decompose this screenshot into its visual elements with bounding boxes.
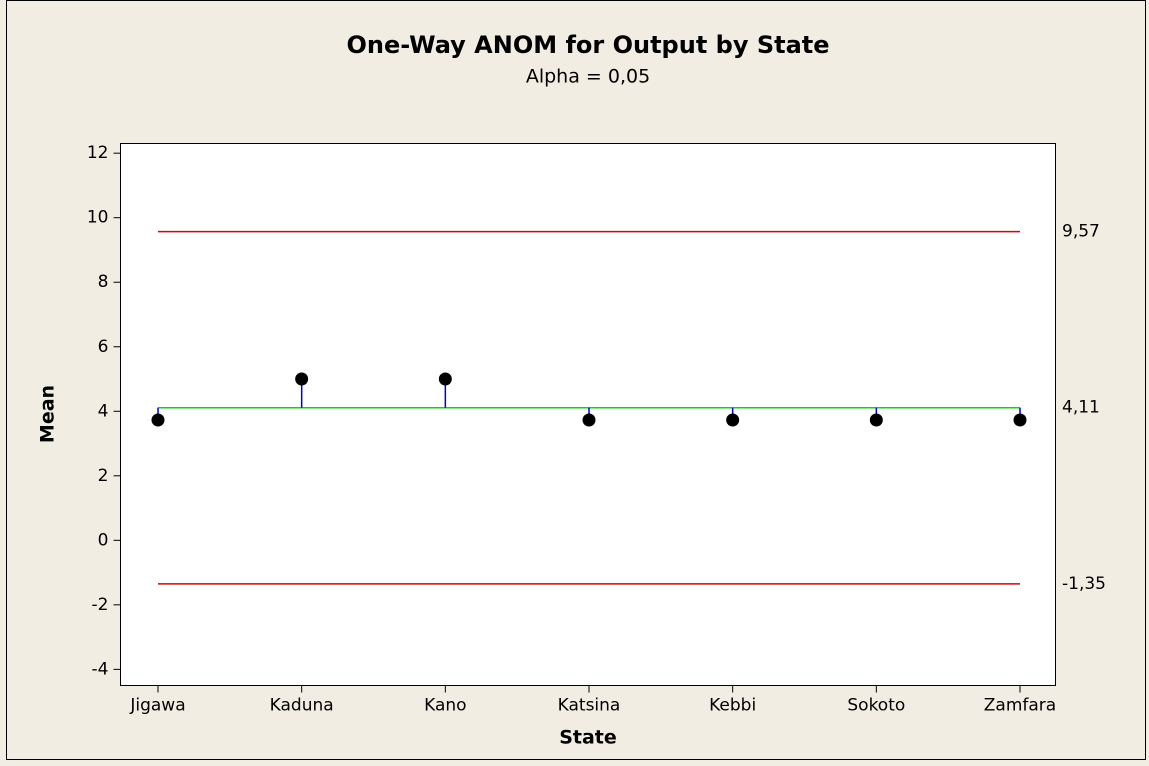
x-tick-label: Kano	[424, 696, 466, 716]
x-tick-label: Sokoto	[847, 696, 905, 716]
point	[151, 413, 165, 427]
x-tick-label: Kaduna	[270, 696, 334, 716]
limit-line-label: -1,35	[1062, 574, 1106, 594]
x-axis-label: State	[559, 727, 617, 749]
x-tick-label: Kebbi	[709, 696, 756, 716]
y-axis-label: Mean	[37, 385, 59, 443]
frame	[6, 0, 1146, 760]
point	[1013, 413, 1027, 427]
y-tick-label: 2	[98, 466, 109, 486]
center-line-label: 4,11	[1062, 398, 1100, 418]
y-tick-label: 4	[98, 401, 109, 421]
y-tick-label: -4	[92, 659, 109, 679]
x-tick-label: Jigawa	[129, 696, 185, 716]
y-tick-label: 10	[87, 208, 109, 228]
y-tick-label: 8	[98, 272, 109, 292]
x-tick-label: Katsina	[558, 696, 621, 716]
point	[726, 413, 740, 427]
y-tick-label: 0	[98, 530, 109, 550]
y-tick-label: 12	[87, 143, 109, 163]
point	[295, 372, 309, 386]
point	[869, 413, 883, 427]
chart-subtitle: Alpha = 0,05	[526, 66, 650, 88]
point	[438, 372, 452, 386]
x-tick-label: Zamfara	[984, 696, 1056, 716]
limit-line-label: 9,57	[1062, 222, 1100, 242]
point	[582, 413, 596, 427]
chart-title: One-Way ANOM for Output by State	[346, 31, 829, 59]
y-tick-label: -2	[92, 595, 109, 615]
y-tick-label: 6	[98, 337, 109, 357]
